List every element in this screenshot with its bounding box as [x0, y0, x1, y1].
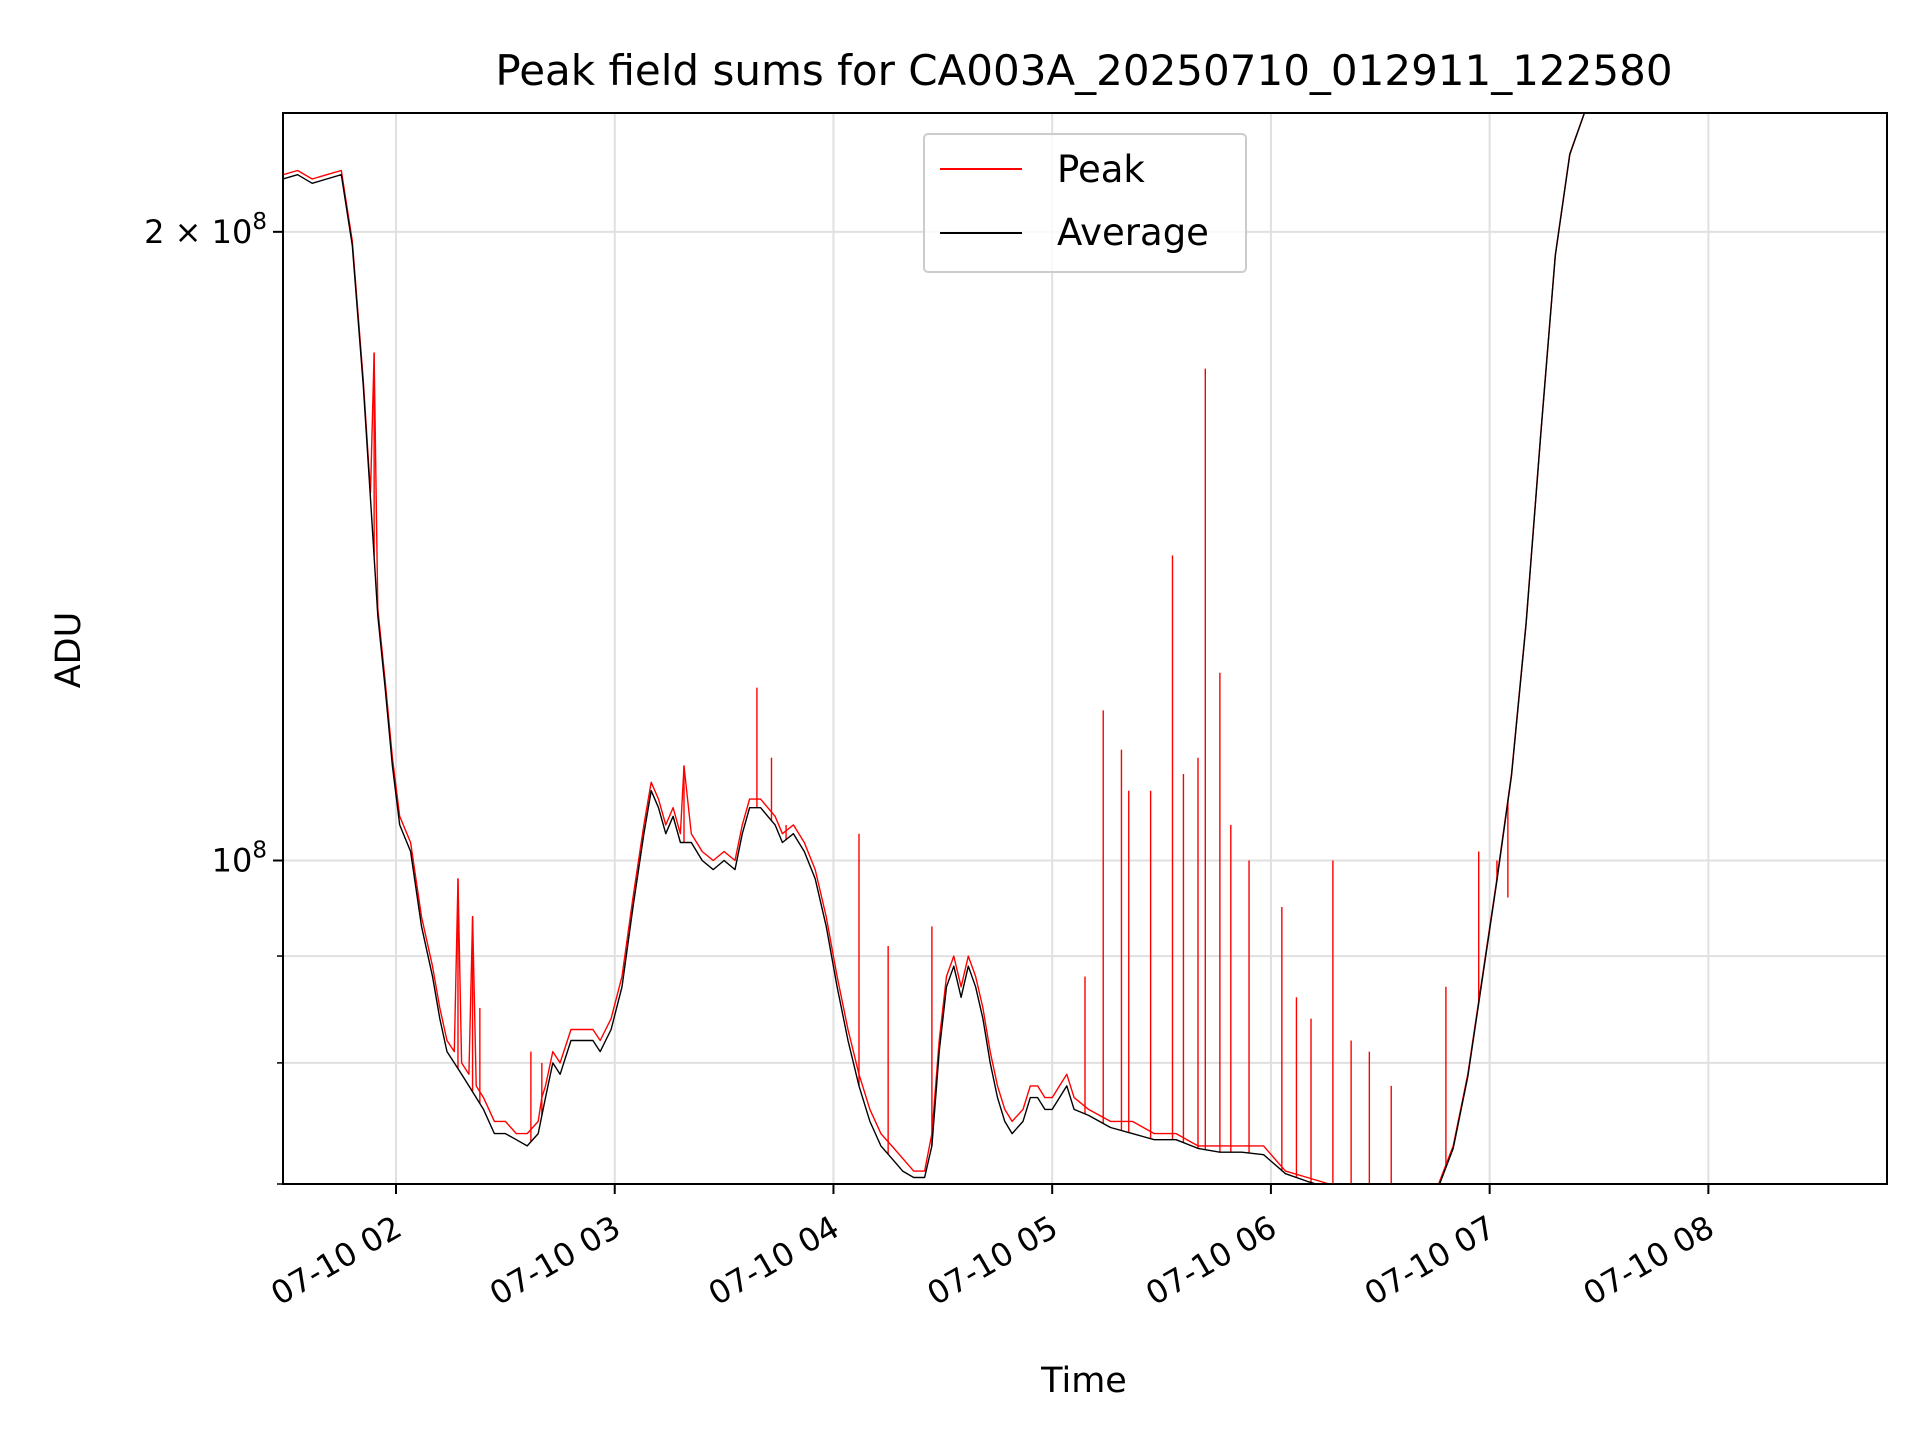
legend-peak-label: Peak [1057, 148, 1145, 191]
legend-average-label: Average [1057, 211, 1209, 254]
plot-area [283, 113, 1586, 1184]
y-axis-label: ADU [49, 612, 89, 689]
y-tick-label: 2 × 108 [144, 209, 267, 251]
y-axis: 108 2 × 108 [144, 209, 283, 1185]
peak-series-line [283, 113, 1586, 1184]
average-series-line [283, 113, 1586, 1184]
y-tick-label: 108 [212, 838, 267, 880]
chart-title: Peak field sums for CA003A_20250710_0129… [495, 46, 1672, 95]
axes-frame [282, 112, 1888, 1185]
x-axis-label: Time [1040, 1361, 1127, 1401]
legend: Peak Average [923, 133, 1247, 273]
